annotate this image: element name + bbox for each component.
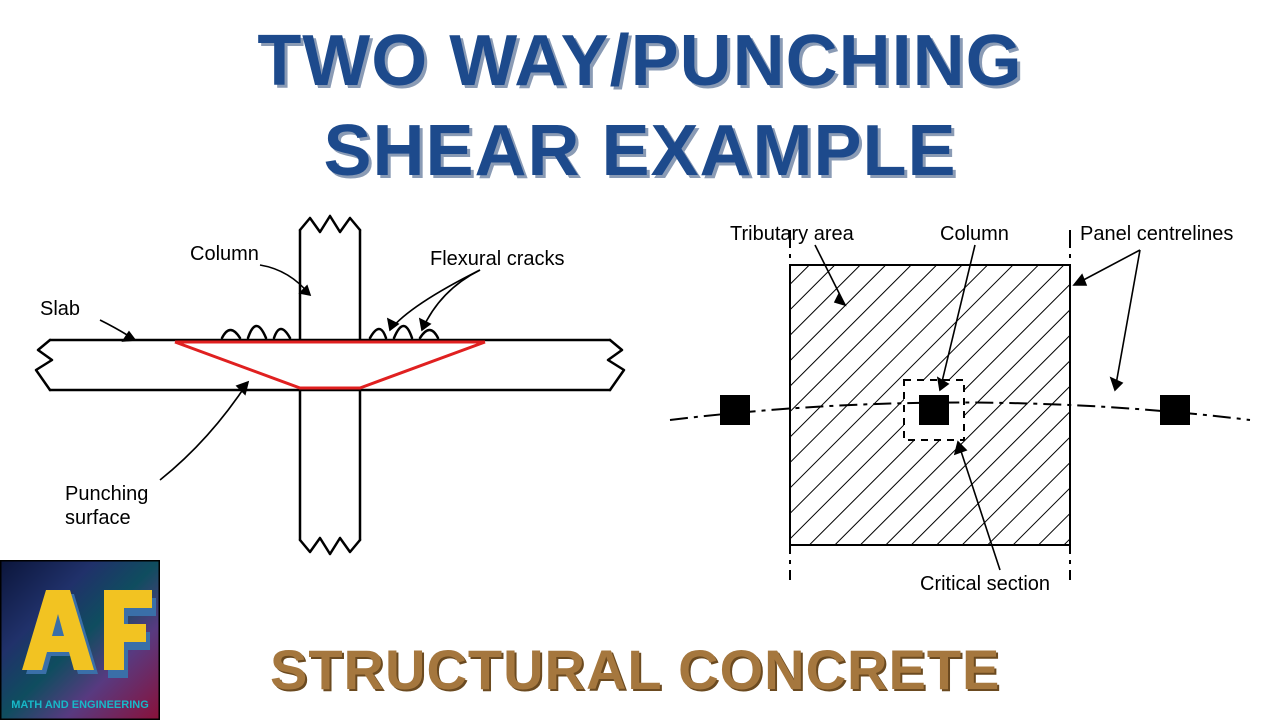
title-line-1: TWO WAY/PUNCHING: [0, 20, 1280, 102]
subtitle: STRUCTURAL CONCRETE: [270, 637, 1000, 702]
logo-tagline: MATH AND ENGINEERING: [11, 699, 149, 711]
title-line-2: SHEAR EXAMPLE: [0, 110, 1280, 192]
label-tributary: Tributary area: [730, 223, 855, 245]
column-right: [1160, 395, 1190, 425]
left-diagram: Column Flexural cracks Slab Punching sur…: [10, 210, 650, 590]
label-centrelines: Panel centrelines: [1080, 223, 1233, 245]
label-critical: Critical section: [920, 573, 1050, 595]
column-center: [919, 395, 949, 425]
right-diagram: Tributary area Column Panel centrelines …: [660, 210, 1270, 600]
label-column-left: Column: [190, 243, 259, 265]
column-left: [720, 395, 750, 425]
label-slab: Slab: [40, 298, 80, 320]
label-punching: Punching surface: [65, 483, 154, 529]
label-flexural: Flexural cracks: [430, 248, 564, 270]
channel-logo: MATH AND ENGINEERING: [0, 560, 160, 720]
label-column-right: Column: [940, 223, 1009, 245]
